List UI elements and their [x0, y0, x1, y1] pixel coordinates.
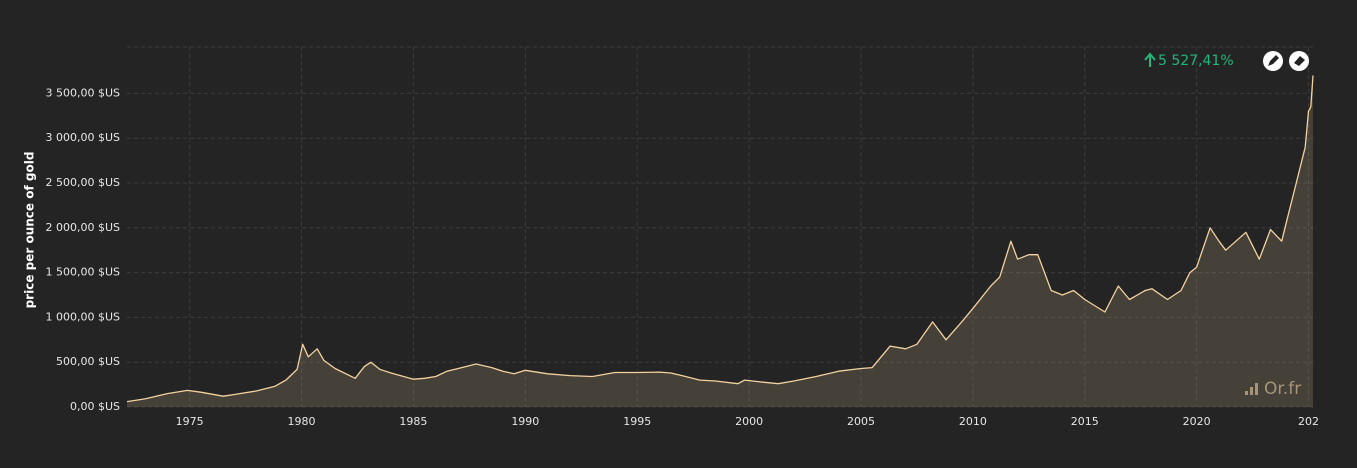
up-arrow-icon: [1144, 52, 1156, 67]
x-tick-label: 202: [1298, 415, 1319, 428]
logo-bar: [1245, 391, 1248, 395]
edit-button[interactable]: [1263, 51, 1283, 71]
x-tick-label: 2020: [1183, 415, 1211, 428]
y-tick-label: 1 000,00 $US: [45, 310, 120, 323]
x-tick-label: 1995: [623, 415, 651, 428]
x-tick-label: 1975: [176, 415, 204, 428]
x-tick-label: 2010: [959, 415, 987, 428]
pencil-icon: [1268, 55, 1279, 66]
logo-bar: [1255, 383, 1258, 395]
y-tick-label: 3 500,00 $US: [45, 86, 120, 99]
y-axis-label: price per ounce of gold: [23, 152, 37, 309]
eraser-icon: [1294, 56, 1305, 66]
watermark-text: Or.fr: [1264, 379, 1301, 399]
price-line: [126, 75, 1314, 403]
y-tick-label: 1 500,00 $US: [45, 266, 120, 279]
x-tick-label: 2015: [1071, 415, 1099, 428]
x-tick-label: 2005: [847, 415, 875, 428]
x-tick-label: 1980: [288, 415, 316, 428]
x-tick-label: 2000: [735, 415, 763, 428]
performance-annotation: 5 527,41%: [1158, 53, 1234, 69]
x-tick-label: 1985: [399, 415, 427, 428]
x-tick-label: 1990: [511, 415, 539, 428]
y-tick-label: 0,00 $US: [70, 400, 120, 413]
y-tick-label: 2 000,00 $US: [45, 221, 120, 234]
erase-button[interactable]: [1289, 51, 1309, 71]
watermark: Or.fr: [1245, 379, 1301, 399]
y-tick-label: 3 000,00 $US: [45, 131, 120, 144]
y-tick-label: 2 500,00 $US: [45, 176, 120, 189]
y-tick-label: 500,00 $US: [56, 355, 120, 368]
area-fill: [127, 75, 1313, 407]
logo-bar: [1250, 387, 1253, 395]
